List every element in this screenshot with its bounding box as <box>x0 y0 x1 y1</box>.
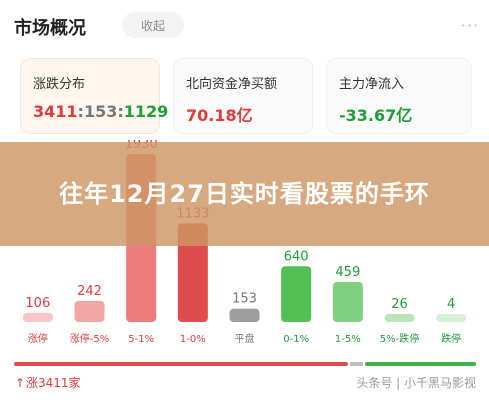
more-icon[interactable]: ··· <box>460 16 479 35</box>
bar-category-label: 1-0% <box>180 334 206 345</box>
flat-count: 153 <box>83 102 118 121</box>
up-count: 3411 <box>33 102 78 121</box>
card-label: 主力净流入 <box>339 77 405 92</box>
banner-title: 往年12月27日实时看股票的手环 <box>59 180 430 208</box>
decline-segment <box>364 362 476 366</box>
title-banner: 往年12月27日实时看股票的手环 <box>0 142 489 246</box>
bar-category-label: 涨停-5% <box>70 332 109 345</box>
bar-value-label: 242 <box>77 284 102 299</box>
card-label: 北向资金净买额 <box>186 77 278 92</box>
bar-6 <box>332 282 363 322</box>
bar-5 <box>281 266 312 322</box>
summary-cards: 涨跌分布 3411:153:1129 北向资金净买额 70.18亿 主力净流入 … <box>20 58 472 134</box>
bar-category-label: 1-5% <box>335 334 361 345</box>
bar-4 <box>229 308 260 322</box>
bar-category-label: 跌停 <box>441 332 461 345</box>
bar-value-label: 640 <box>284 249 309 264</box>
flat-segment <box>349 362 363 366</box>
bar-0 <box>22 312 53 322</box>
card-label: 涨跌分布 <box>33 77 86 92</box>
card-northbound[interactable]: 北向资金净买额 70.18亿 <box>173 58 313 134</box>
card-advance-decline[interactable]: 涨跌分布 3411:153:1129 <box>20 58 169 134</box>
watermark: 头条号 | 小千黑马影视 <box>356 376 476 390</box>
bar-category-label: 5-1% <box>128 334 154 345</box>
bar-value-label: 26 <box>391 297 408 312</box>
bar-category-label: 平盘 <box>235 332 255 345</box>
market-overview-header: 市场概况 收起 ··· <box>14 12 479 42</box>
up-summary: ↑涨3411家 <box>14 374 81 391</box>
bar-7 <box>384 314 415 322</box>
card-main-inflow[interactable]: 主力净流入 -33.67亿 <box>326 58 472 134</box>
bar-value-label: 153 <box>232 292 257 307</box>
bar-category-label: 0-1% <box>283 334 309 345</box>
bar-value-label: 4 <box>447 297 455 312</box>
footer: ↑涨3411家 头条号 | 小千黑马影视 <box>14 372 476 392</box>
arrow-up-icon: ↑ <box>14 376 26 390</box>
bar-value-label: 106 <box>25 296 50 311</box>
collapse-button[interactable]: 收起 <box>122 12 184 38</box>
bar-8 <box>436 314 467 322</box>
advance-segment <box>14 362 348 366</box>
advance-decline-bar <box>14 362 476 368</box>
bar-value-label: 459 <box>335 265 360 280</box>
advance-decline-value: 3411:153:1129 <box>33 102 169 121</box>
bar-1 <box>74 300 105 322</box>
page-title: 市场概况 <box>14 18 86 39</box>
northbound-value: 70.18亿 <box>186 106 253 125</box>
up-summary-text: 涨3411家 <box>26 376 81 390</box>
down-count: 1129 <box>123 102 169 121</box>
bar-category-label: 涨停 <box>28 332 48 345</box>
main-inflow-value: -33.67亿 <box>339 106 413 125</box>
bar-3 <box>177 223 208 322</box>
bar-category-label: 5%-跌停 <box>380 332 419 345</box>
